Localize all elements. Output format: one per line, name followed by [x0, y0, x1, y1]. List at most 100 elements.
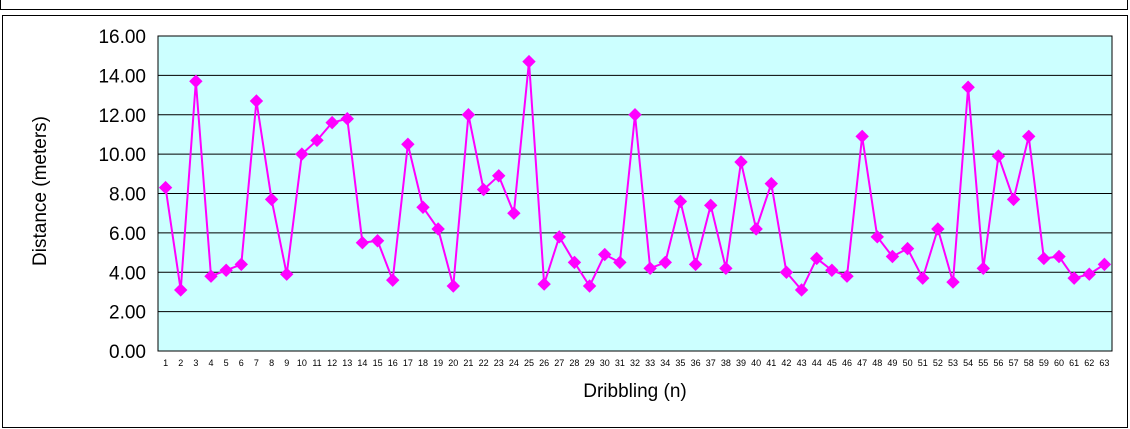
data-point	[552, 230, 566, 244]
x-tick-label: 31	[615, 358, 625, 368]
data-point	[704, 198, 718, 213]
x-tick-label: 24	[509, 358, 519, 368]
x-tick-label: 1	[163, 358, 168, 368]
x-tick-label: 12	[327, 358, 337, 368]
x-tick-label: 14	[357, 358, 367, 368]
x-tick-label: 10	[297, 358, 307, 368]
x-tick-label: 54	[963, 358, 973, 368]
y-tick-label: 0.00	[109, 342, 146, 363]
x-tick-label: 53	[948, 358, 958, 368]
chart-frame: 0.00 2.00 4.00 6.00 8.00 10.00 12.00 14.00 16.00…	[2, 15, 1128, 428]
x-tick-label: 45	[827, 358, 837, 368]
x-tick-label: 8	[269, 358, 274, 368]
data-point	[310, 133, 324, 148]
data-point	[825, 263, 839, 277]
data-point	[885, 249, 900, 264]
x-tick-label: 40	[751, 358, 761, 368]
x-tick-label: 58	[1024, 358, 1034, 368]
y-tick-label: 12.00	[98, 106, 146, 127]
data-point	[280, 267, 294, 281]
x-tick-label: 20	[448, 358, 458, 368]
y-tick-label: 14.00	[98, 66, 146, 87]
x-tick-label: 9	[284, 358, 289, 368]
x-tick-label: 55	[978, 358, 988, 368]
data-point	[582, 279, 597, 293]
data-point	[719, 261, 733, 276]
x-tick-label: 17	[403, 358, 413, 368]
data-point	[658, 255, 672, 270]
data-point	[628, 108, 642, 122]
data-point	[249, 94, 264, 108]
x-tick-label: 60	[1054, 358, 1064, 368]
data-point	[492, 169, 506, 183]
data-point	[734, 155, 748, 169]
data-point	[749, 222, 763, 236]
data-point	[688, 257, 703, 272]
line-chart: 0.00 2.00 4.00 6.00 8.00 10.00 12.00 14.00 16.00…	[30, 27, 1113, 402]
data-point	[189, 74, 203, 88]
x-tick-label: 27	[554, 358, 564, 368]
x-tick-label: 49	[887, 358, 897, 368]
x-tick-label: 56	[993, 358, 1003, 368]
x-tick-label: 62	[1084, 358, 1094, 368]
y-axis-tick-labels: 0.00 2.00 4.00 6.00 8.00 10.00 12.00 14.00 16.00	[98, 27, 146, 363]
data-point	[870, 230, 884, 244]
x-axis-tick-labels: 1 2 3 4 5 6 7 8 9 10 11 12 13 14 15 16 17 18 19 20 21 22 23 24 2…	[163, 358, 1109, 368]
data-point	[1082, 267, 1096, 281]
data-point	[794, 283, 809, 297]
top-border-strip	[0, 0, 1128, 10]
x-tick-label: 35	[675, 358, 685, 368]
data-point	[386, 273, 400, 287]
x-tick-label: 18	[418, 358, 428, 368]
x-tick-label: 44	[812, 358, 822, 368]
x-tick-label: 57	[1009, 358, 1019, 368]
x-tick-label: 51	[918, 358, 928, 368]
x-tick-label: 3	[193, 358, 198, 368]
x-tick-label: 30	[600, 358, 610, 368]
x-tick-label: 43	[797, 358, 807, 368]
data-point	[416, 200, 430, 214]
data-point	[810, 251, 824, 266]
x-tick-label: 28	[569, 358, 579, 368]
x-tick-label: 23	[494, 358, 504, 368]
x-tick-label: 7	[254, 358, 259, 368]
data-point	[401, 137, 415, 151]
y-axis-title: Distance (meters)	[30, 116, 51, 266]
x-tick-label: 50	[903, 358, 913, 368]
x-tick-label: 15	[373, 358, 383, 368]
data-point	[204, 269, 218, 283]
data-point	[764, 176, 778, 191]
data-point	[1037, 251, 1051, 266]
data-point	[1052, 249, 1066, 264]
data-point	[840, 269, 854, 283]
x-tick-label: 6	[239, 358, 244, 368]
data-point	[158, 180, 173, 195]
data-point	[946, 275, 960, 289]
y-tick-label: 6.00	[109, 224, 146, 245]
x-tick-label: 4	[208, 358, 213, 368]
data-point	[522, 54, 536, 69]
x-tick-label: 29	[585, 358, 595, 368]
data-point	[1006, 192, 1021, 207]
x-tick-label: 26	[539, 358, 549, 368]
data-point	[900, 241, 915, 256]
x-tick-label: 36	[691, 358, 701, 368]
data-point	[931, 222, 945, 236]
x-tick-label: 63	[1099, 358, 1109, 368]
x-tick-label: 32	[630, 358, 640, 368]
data-point	[976, 261, 990, 276]
data-point	[507, 206, 521, 220]
data-point	[673, 194, 688, 209]
data-point	[461, 108, 476, 122]
data-point	[916, 271, 930, 285]
x-tick-label: 21	[463, 358, 473, 368]
x-axis-title: Dribbling (n)	[583, 381, 686, 402]
x-tick-label: 11	[312, 358, 321, 368]
data-point	[613, 255, 627, 270]
data-point	[431, 222, 445, 236]
data-point	[174, 283, 188, 297]
x-tick-label: 16	[388, 358, 398, 368]
data-point	[643, 261, 657, 276]
x-tick-label: 47	[857, 358, 867, 368]
y-tick-label: 16.00	[98, 27, 146, 48]
